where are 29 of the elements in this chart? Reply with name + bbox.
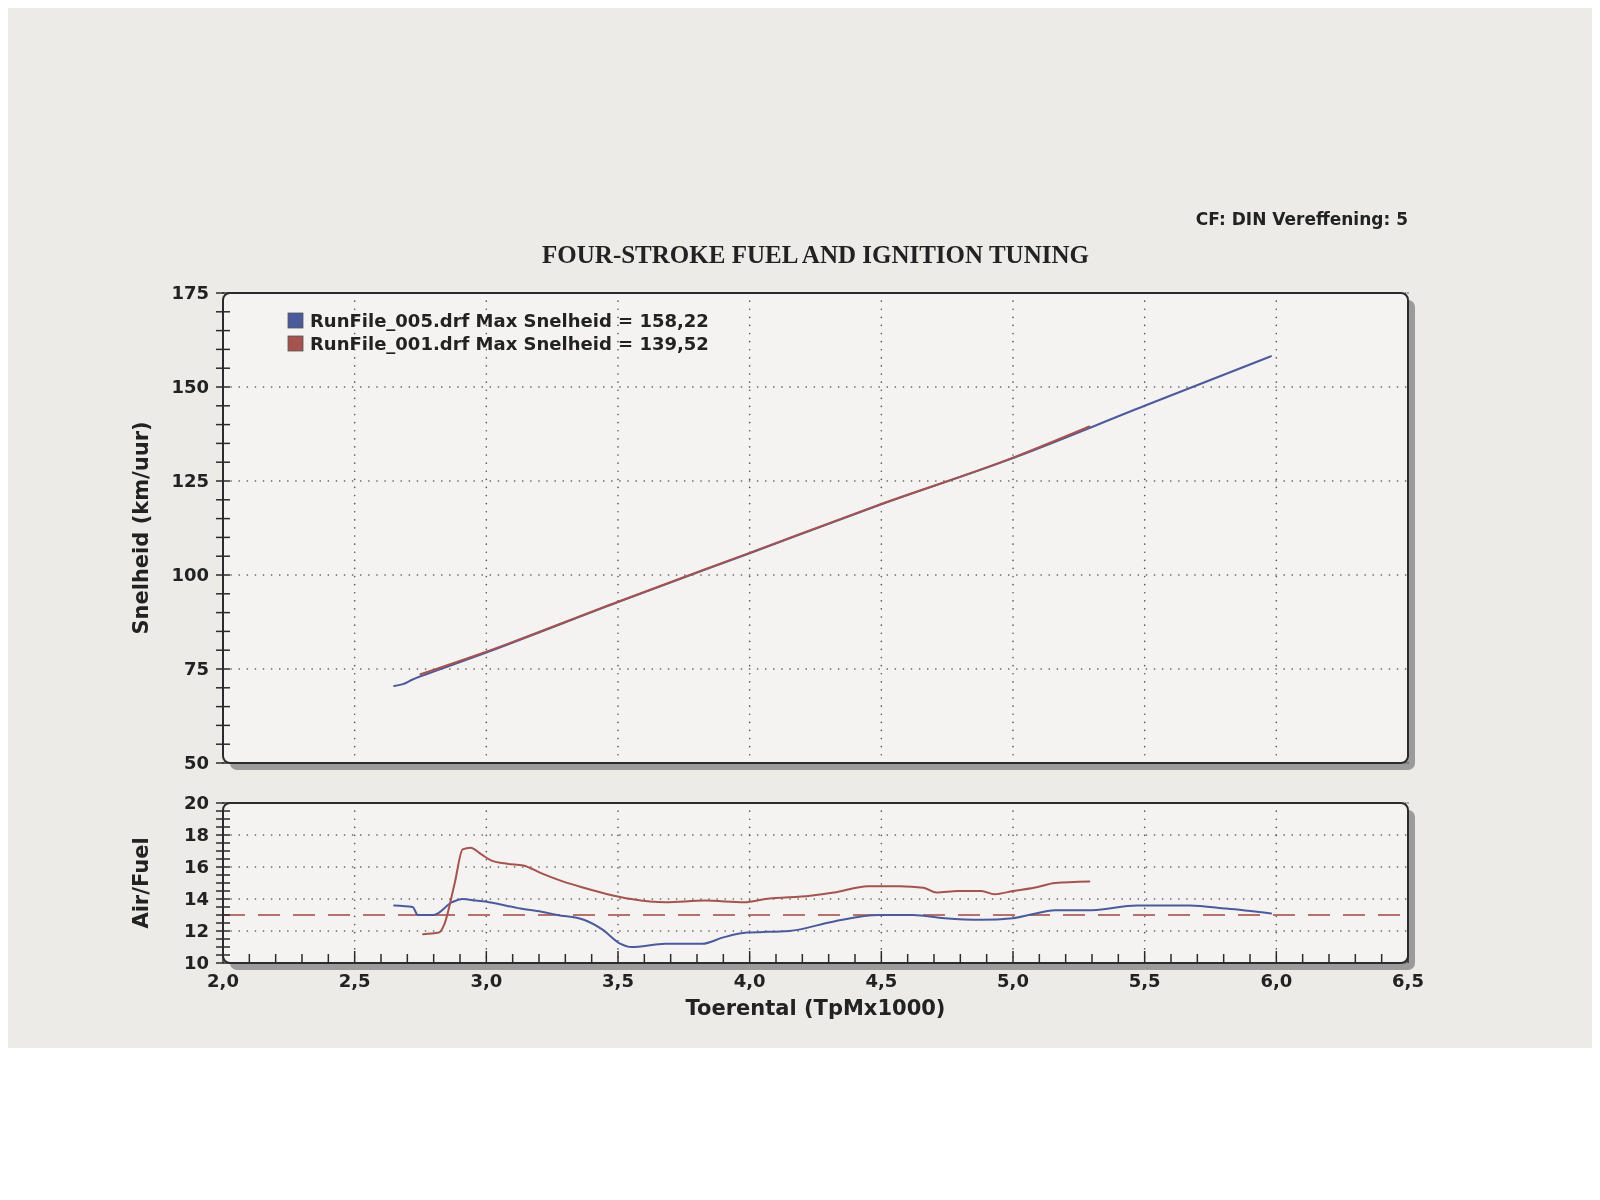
x-tick-label: 2,5 bbox=[338, 970, 371, 991]
y-tick-label: 20 bbox=[183, 792, 209, 814]
x-tick-label: 5,5 bbox=[1128, 970, 1161, 991]
y-tick-label: 50 bbox=[183, 752, 209, 774]
x-tick-label: 5,0 bbox=[997, 970, 1029, 991]
text: CF: DIN Vereffening: 5 bbox=[1195, 209, 1408, 229]
x-tick-label: 3,5 bbox=[602, 970, 634, 991]
x-axis-title: Toerental (TpMx1000) bbox=[685, 996, 946, 1020]
chart-title: FOUR-STROKE FUEL AND IGNITION TUNING bbox=[542, 241, 1089, 268]
y-tick-label: 150 bbox=[171, 376, 209, 398]
y-tick-label: 10 bbox=[183, 952, 209, 974]
y-tick-label: 125 bbox=[171, 470, 209, 492]
y-tick-label: 16 bbox=[183, 856, 209, 878]
y-tick-label: 175 bbox=[171, 282, 209, 304]
legend-label: RunFile_005.drf Max Snelheid = 158,22 bbox=[310, 310, 709, 332]
y-tick-label: 12 bbox=[183, 920, 209, 942]
y-axis-title: Air/Fuel bbox=[129, 837, 153, 929]
y-axis-title: Snelheid (km/uur) bbox=[129, 421, 153, 635]
y-tick-label: 14 bbox=[183, 888, 209, 910]
x-tick-label: 6,5 bbox=[1392, 970, 1424, 991]
y-tick-label: 100 bbox=[171, 564, 209, 586]
legend-label: RunFile_001.drf Max Snelheid = 139,52 bbox=[310, 333, 709, 355]
x-tick-label: 4,5 bbox=[865, 970, 898, 991]
y-tick-label: 75 bbox=[183, 658, 209, 680]
x-tick-label: 2,0 bbox=[207, 970, 239, 991]
x-tick-label: 6,0 bbox=[1260, 970, 1293, 991]
x-tick-label: 4,0 bbox=[733, 970, 766, 991]
x-tick-label: 3,0 bbox=[470, 970, 503, 991]
y-tick-label: 18 bbox=[183, 824, 209, 846]
